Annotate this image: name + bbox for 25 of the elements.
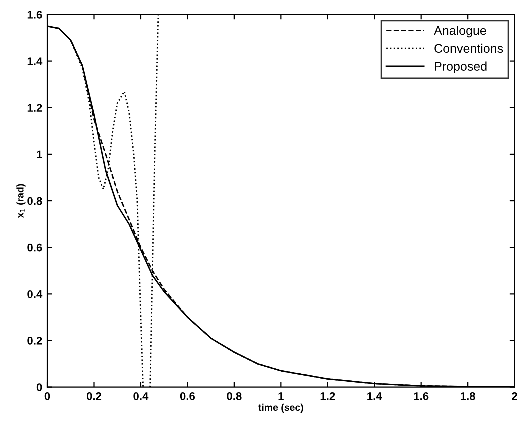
y-tick-label: 1.6 [28,11,42,19]
x-tick-label: 0.4 [134,392,149,400]
x-tick-label: 1.8 [461,392,476,400]
y-axis-title: x$_{1}$ (rad) [16,184,26,218]
y-tick-label: 0 [36,384,42,392]
y-tick-label: 0.2 [28,337,42,345]
x-tick-label: 0.8 [227,392,242,400]
legend-label: Conventions [434,44,504,54]
x-tick-label: 1.6 [414,392,429,400]
x-axis-title: time (sec) [258,404,304,413]
x-tick-label: 2 [512,392,518,400]
y-tick-label: 0.6 [28,244,42,252]
y-tick-label: 0.8 [28,197,42,206]
y-tick-label: 0.4 [28,290,43,298]
x-tick-label: 0 [44,392,50,400]
x-tick-label: 0.6 [180,392,196,400]
legend-label: Analogue [434,26,486,38]
legend-label: Proposed [435,62,487,74]
y-tick-label: 1.4 [28,58,43,66]
y-tick-label: 1 [37,150,42,158]
x-tick-label: 0.2 [86,392,102,400]
y-tick-label: 1.2 [28,104,42,112]
x-tick-label: 1 [278,392,284,400]
x-tick-label: 1.2 [320,392,336,400]
x-tick-label: 1.4 [368,392,382,400]
